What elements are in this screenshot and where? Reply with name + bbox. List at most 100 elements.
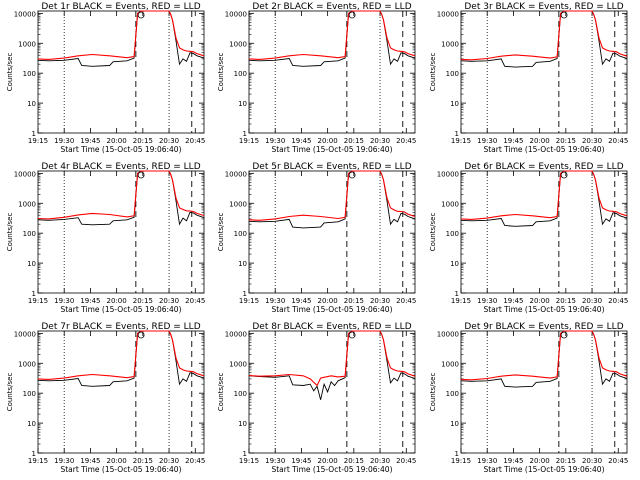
spike-marker	[348, 11, 356, 19]
x-tick-label: 20:15	[556, 457, 576, 465]
y-tick-label: 1000	[18, 360, 36, 368]
series-line-lld	[248, 10, 416, 60]
x-tick-label: 20:00	[107, 297, 127, 305]
chart-title: Det 5r BLACK = Events, RED = LLD	[252, 162, 411, 172]
series-line-lld	[248, 330, 416, 387]
x-axis-label: Start Time (15-Oct-05 19:06:40)	[271, 305, 392, 314]
x-tick-label: 20:15	[133, 297, 153, 305]
y-tick-label: 1	[32, 130, 36, 138]
y-tick-label: 10000	[437, 10, 459, 18]
y-tick-label: 100	[23, 230, 36, 238]
y-tick-label: 10000	[225, 170, 247, 178]
y-axis-label: Counts/sec	[217, 53, 225, 92]
chart-panel-7: Det 7r BLACK = Events, RED = LLD 1 10 100 10…	[6, 322, 205, 474]
x-tick-label: 19:15	[28, 297, 48, 305]
x-tick-label: 20:30	[370, 457, 390, 465]
x-tick-label: 19:15	[28, 137, 48, 145]
chart-panel-9: Det 9r BLACK = Events, RED = LLD 1 10 100 10…	[429, 322, 628, 474]
x-tick-label: 20:30	[159, 297, 179, 305]
y-tick-label: 10	[238, 420, 247, 428]
x-tick-label: 19:30	[265, 137, 285, 145]
series-line-events	[248, 330, 416, 400]
y-tick-label: 10000	[14, 330, 36, 338]
y-tick-label: 10000	[437, 330, 459, 338]
plot-frame	[460, 10, 628, 134]
series-line-lld	[460, 170, 628, 220]
x-tick-label: 19:45	[503, 457, 523, 465]
y-tick-label: 1	[243, 130, 247, 138]
y-tick-label: 1000	[229, 200, 247, 208]
chart-title: Det 9r BLACK = Events, RED = LLD	[464, 322, 623, 332]
chart-panel-4: Det 4r BLACK = Events, RED = LLD 1 10 100 10…	[6, 162, 205, 314]
x-tick-label: 20:45	[396, 457, 416, 465]
x-tick-label: 20:00	[530, 137, 550, 145]
plot-frame	[37, 10, 205, 134]
y-tick-label: 100	[23, 390, 36, 398]
x-tick-label: 20:30	[582, 457, 602, 465]
x-tick-label: 20:30	[582, 297, 602, 305]
series-line-lld	[248, 170, 416, 221]
y-tick-label: 100	[23, 70, 36, 78]
series-line-events	[37, 170, 205, 226]
plot-frame	[248, 170, 416, 294]
y-tick-label: 1	[455, 450, 459, 458]
chart-title: Det 2r BLACK = Events, RED = LLD	[252, 2, 411, 12]
x-axis-label: Start Time (15-Oct-05 19:06:40)	[60, 305, 181, 314]
x-tick-label: 20:15	[344, 457, 364, 465]
y-axis-label: Counts/sec	[6, 373, 14, 412]
x-axis-label: Start Time (15-Oct-05 19:06:40)	[483, 305, 604, 314]
x-tick-label: 19:45	[503, 137, 523, 145]
x-tick-label: 19:30	[54, 137, 74, 145]
x-tick-label: 19:15	[239, 137, 259, 145]
x-tick-label: 19:15	[239, 297, 259, 305]
x-tick-label: 19:15	[451, 457, 471, 465]
y-tick-label: 1000	[229, 40, 247, 48]
y-axis-label: Counts/sec	[429, 53, 437, 92]
x-tick-label: 19:45	[291, 137, 311, 145]
y-tick-label: 10000	[14, 170, 36, 178]
y-tick-label: 10000	[225, 330, 247, 338]
spike-marker	[560, 171, 568, 179]
y-axis-label: Counts/sec	[6, 53, 14, 92]
y-tick-label: 1	[243, 450, 247, 458]
x-axis-label: Start Time (15-Oct-05 19:06:40)	[271, 145, 392, 154]
x-tick-label: 20:00	[318, 137, 338, 145]
y-tick-label: 100	[446, 390, 459, 398]
x-tick-label: 20:45	[396, 297, 416, 305]
x-tick-label: 20:00	[107, 137, 127, 145]
y-tick-label: 1	[243, 290, 247, 298]
y-tick-label: 10	[450, 100, 459, 108]
x-tick-label: 19:15	[239, 457, 259, 465]
series-line-lld	[37, 170, 205, 220]
y-tick-label: 10	[27, 260, 36, 268]
x-tick-label: 19:45	[503, 297, 523, 305]
series-line-lld	[37, 330, 205, 380]
y-tick-label: 10000	[437, 170, 459, 178]
chart-title: Det 8r BLACK = Events, RED = LLD	[252, 322, 411, 332]
chart-panel-3: Det 3r BLACK = Events, RED = LLD 1 10 100 10…	[429, 2, 628, 154]
y-tick-label: 10000	[225, 10, 247, 18]
x-tick-label: 19:45	[80, 297, 100, 305]
chart-panel-1: Det 1r BLACK = Events, RED = LLD 1 10 100 10…	[6, 2, 205, 154]
x-tick-label: 20:15	[556, 137, 576, 145]
y-tick-label: 10	[238, 260, 247, 268]
y-tick-label: 1	[32, 290, 36, 298]
chart-title: Det 3r BLACK = Events, RED = LLD	[464, 2, 623, 12]
x-axis-label: Start Time (15-Oct-05 19:06:40)	[271, 465, 392, 474]
x-tick-label: 19:30	[265, 297, 285, 305]
y-tick-label: 100	[234, 230, 247, 238]
y-tick-label: 1000	[229, 360, 247, 368]
x-tick-label: 19:30	[477, 457, 497, 465]
spike-marker	[137, 331, 145, 339]
y-tick-label: 1000	[441, 360, 459, 368]
x-tick-label: 20:45	[185, 457, 205, 465]
spike-marker	[560, 11, 568, 19]
spike-marker	[348, 171, 356, 179]
series-line-lld	[460, 10, 628, 61]
x-tick-label: 19:45	[291, 457, 311, 465]
x-tick-label: 20:45	[608, 297, 628, 305]
x-tick-label: 20:45	[185, 137, 205, 145]
chart-panel-6: Det 6r BLACK = Events, RED = LLD 1 10 100 10…	[429, 162, 628, 314]
x-tick-label: 19:15	[451, 137, 471, 145]
chart-title: Det 4r BLACK = Events, RED = LLD	[41, 162, 200, 172]
